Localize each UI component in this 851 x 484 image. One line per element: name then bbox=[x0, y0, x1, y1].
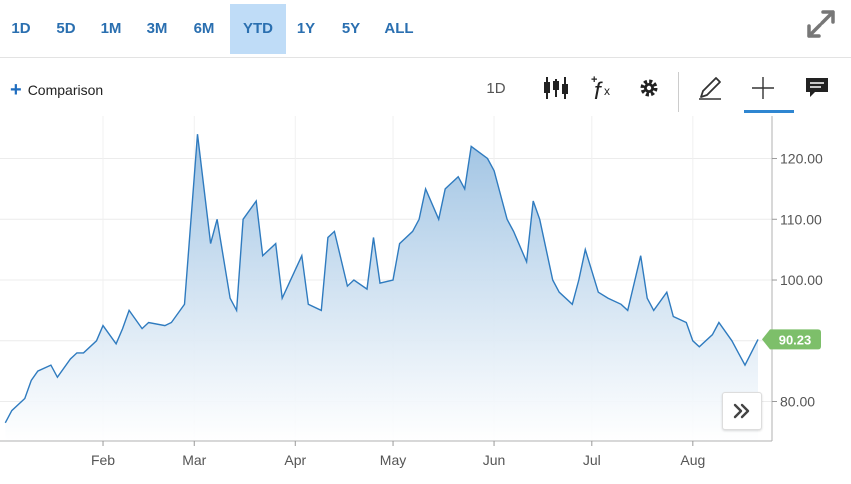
y-tick-label: 100.00 bbox=[780, 272, 823, 288]
double-chevron-right-icon bbox=[733, 403, 750, 419]
gear-icon[interactable] bbox=[631, 70, 667, 106]
plus-icon: + bbox=[10, 79, 22, 101]
svg-text:+: + bbox=[591, 74, 597, 86]
x-tick-label: Feb bbox=[91, 452, 115, 468]
range-tab-1d[interactable]: 1D bbox=[11, 20, 31, 37]
y-tick-label: 120.00 bbox=[780, 151, 823, 167]
x-tick-label: May bbox=[380, 452, 406, 468]
svg-text:f: f bbox=[594, 78, 603, 103]
price-area bbox=[5, 134, 759, 441]
range-tab-5y[interactable]: 5Y bbox=[341, 20, 361, 37]
scroll-forward-button[interactable] bbox=[722, 392, 762, 430]
crosshair-icon[interactable] bbox=[745, 70, 781, 106]
range-selector-bar: 1D 5D 1M 3M 6M YTD 1Y 5Y ALL bbox=[0, 0, 851, 58]
comparison-label: Comparison bbox=[27, 82, 104, 98]
comparison-button[interactable]: + Comparison bbox=[10, 79, 104, 101]
comment-icon[interactable] bbox=[799, 70, 835, 106]
x-tick-label: Aug bbox=[680, 452, 705, 468]
price-line bbox=[4, 134, 759, 424]
range-tab-6m[interactable]: 6M bbox=[193, 20, 215, 37]
range-tab-3m[interactable]: 3M bbox=[146, 20, 168, 37]
x-axis: Feb Mar Apr May Jun Jul Aug bbox=[91, 441, 705, 468]
range-tab-1y[interactable]: 1Y bbox=[296, 20, 316, 37]
x-tick-label: Apr bbox=[284, 452, 306, 468]
y-tick-label: 110.00 bbox=[780, 211, 822, 227]
candlestick-icon[interactable] bbox=[538, 70, 574, 106]
svg-text:x: x bbox=[604, 84, 610, 98]
range-tab-all[interactable]: ALL bbox=[384, 20, 414, 37]
range-tab-1m[interactable]: 1M bbox=[100, 20, 122, 37]
function-icon[interactable]: f x + bbox=[585, 70, 621, 106]
chart-toolbar: + Comparison 1D f x + bbox=[0, 58, 851, 116]
x-tick-label: Mar bbox=[182, 452, 206, 468]
x-tick-label: Jun bbox=[483, 452, 506, 468]
x-tick-label: Jul bbox=[583, 452, 601, 468]
range-tab-ytd[interactable]: YTD bbox=[230, 4, 286, 54]
pencil-icon[interactable] bbox=[692, 70, 728, 106]
last-price-label: 90.23 bbox=[779, 332, 812, 347]
y-tick-label: 80.00 bbox=[780, 394, 815, 410]
last-price-tag: 90.23 bbox=[762, 329, 821, 350]
interval-button[interactable]: 1D bbox=[486, 79, 506, 97]
expand-icon[interactable] bbox=[805, 8, 837, 40]
range-tab-5d[interactable]: 5D bbox=[56, 20, 76, 37]
active-tool-indicator bbox=[744, 110, 794, 113]
toolbar-divider bbox=[678, 72, 679, 112]
